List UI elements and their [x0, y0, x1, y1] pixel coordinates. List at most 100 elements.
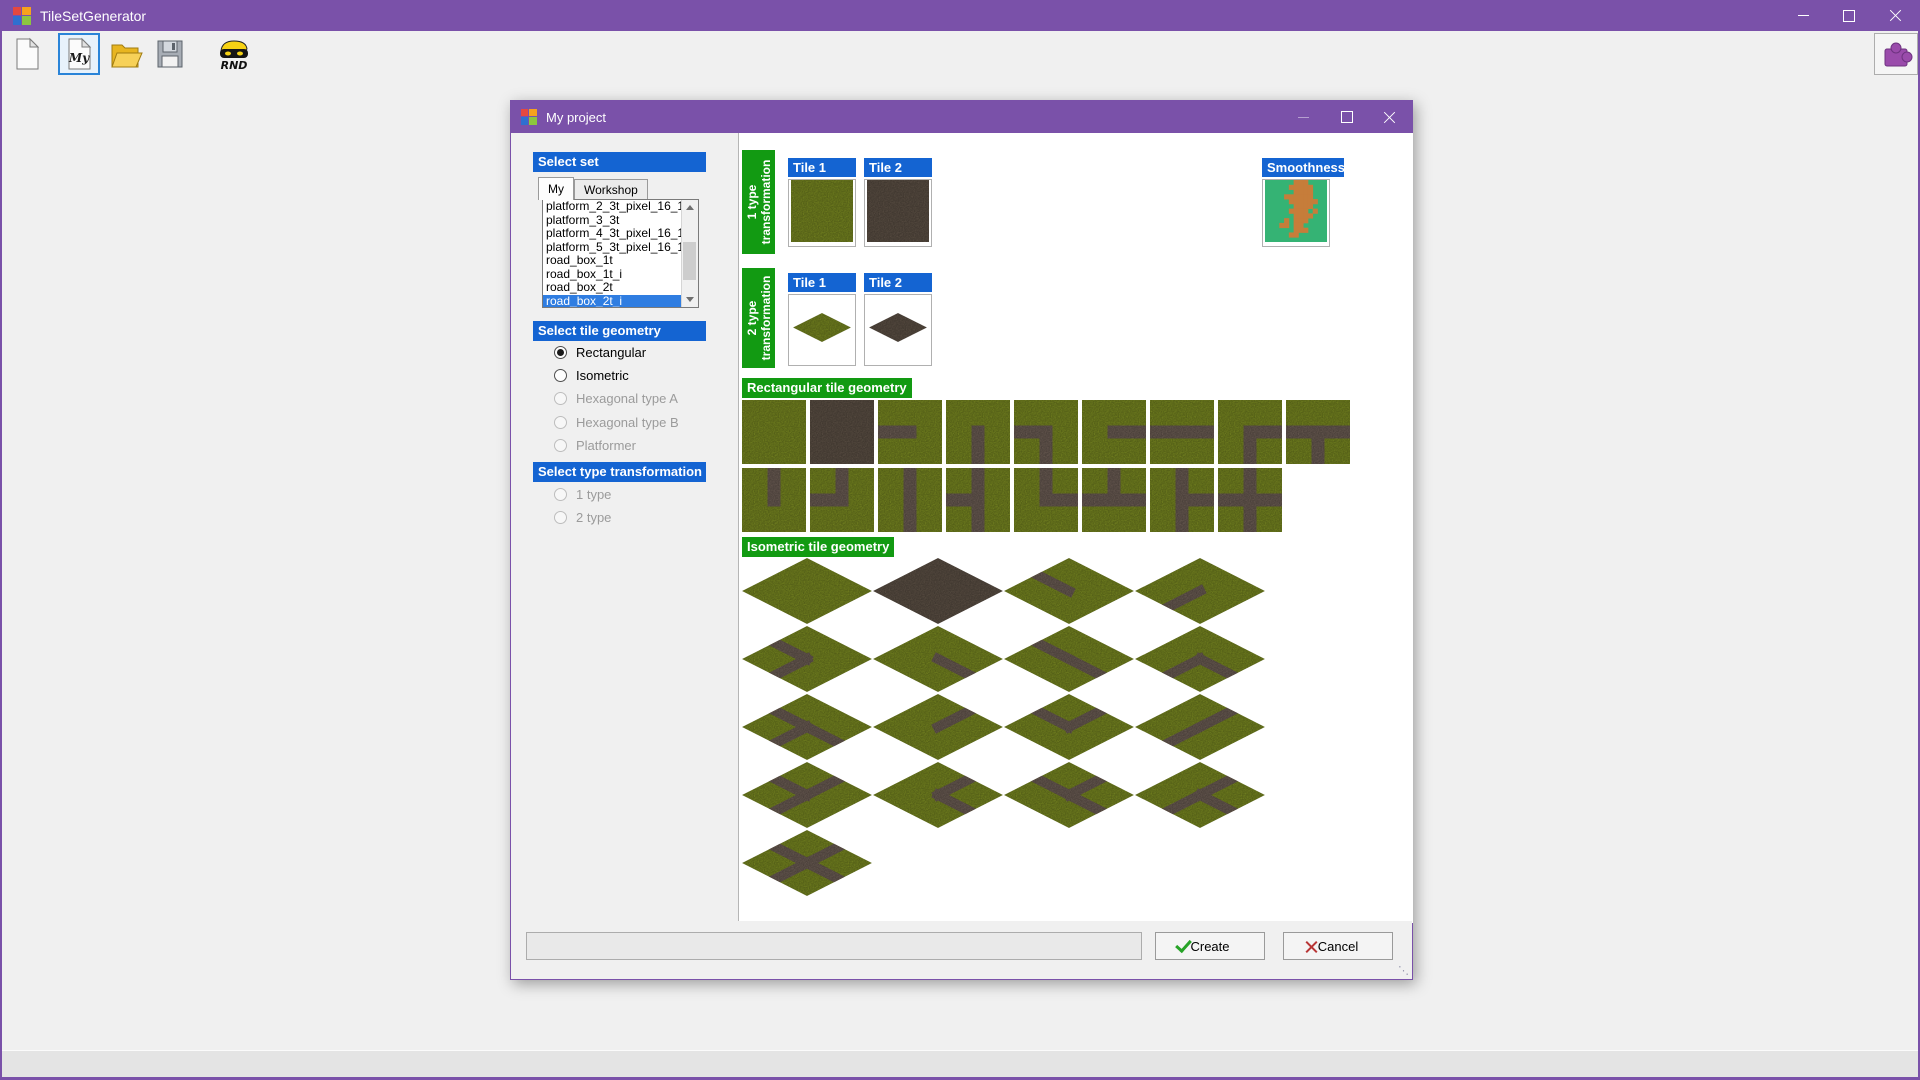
list-item[interactable]: road_box_2t_i: [543, 294, 682, 307]
iso-tile-TLR: [1004, 762, 1134, 828]
iso-tile-row: [742, 830, 1265, 896]
save-button[interactable]: [149, 33, 191, 75]
set-tabs: My Workshop: [538, 177, 648, 200]
iso-tile2-header: Tile 2: [864, 273, 932, 292]
radio-circle-icon: [554, 391, 567, 405]
select-transformation-header: Select type transformation: [533, 462, 706, 482]
strip-line: 2 type: [744, 300, 759, 336]
window-controls: [1780, 0, 1918, 31]
check-icon: [1175, 935, 1192, 954]
list-item[interactable]: road_box_2t: [546, 280, 613, 294]
radio-circle-icon: [554, 415, 567, 429]
rect-tile-grass: [742, 400, 806, 464]
rect-tile-T: [742, 454, 806, 532]
resize-grip[interactable]: ⋱: [1398, 965, 1409, 977]
dialog-footer: Create Cancel ⋱: [511, 921, 1412, 979]
maximize-icon: [1843, 9, 1855, 22]
iso-tile-L: [1004, 558, 1134, 624]
list-item[interactable]: platform_5_3t_pixel_16_1: [546, 239, 682, 254]
iso-tile-TBR: [1135, 762, 1265, 828]
tile1-header: Tile 1: [788, 158, 856, 177]
tab-workshop[interactable]: Workshop: [574, 179, 648, 200]
svg-text:RND: RND: [221, 59, 248, 72]
list-item[interactable]: platform_4_3t_pixel_16_1: [546, 226, 682, 240]
radio-label: Isometric: [576, 367, 629, 383]
radio-isometric[interactable]: Isometric: [554, 364, 629, 386]
list-item[interactable]: platform_3_3t: [546, 212, 620, 227]
radio-rectangular[interactable]: Rectangular: [554, 341, 646, 363]
iso-tile-grass: [742, 558, 872, 624]
dialog-minimize-button: [1282, 101, 1325, 133]
dialog-title: My project: [546, 109, 606, 125]
iso-geometry-header: Isometric tile geometry: [742, 537, 895, 557]
create-button[interactable]: Create: [1155, 932, 1265, 960]
rect-tile-R: [1082, 400, 1160, 464]
minimize-icon: [1298, 116, 1309, 118]
dialog-titlebar[interactable]: My project: [511, 101, 1412, 133]
cancel-label: Cancel: [1317, 938, 1359, 954]
scroll-up-arrow[interactable]: [682, 200, 698, 215]
rect-tile-LR: [1136, 400, 1228, 464]
arrow-up-icon: [686, 205, 694, 210]
iso-tile-LRB: [742, 694, 872, 760]
dialog-maximize-button[interactable]: [1325, 101, 1368, 133]
radio-hexagonal-type-b: Hexagonal type B: [554, 411, 679, 433]
iso-tile-RB: [1135, 626, 1265, 692]
open-folder-button[interactable]: [104, 33, 146, 75]
app-puzzle-icon: [13, 6, 31, 25]
random-bandit-icon: RND: [220, 40, 248, 72]
iso-tile-dirt: [873, 558, 1003, 624]
app-title: TileSetGenerator: [40, 7, 147, 24]
tile1-preview: [788, 179, 856, 247]
minimize-button[interactable]: [1780, 0, 1826, 31]
dialog-close-button[interactable]: [1368, 101, 1411, 133]
iso-tile-row: [742, 694, 1265, 760]
close-icon: [1889, 9, 1902, 22]
radio-hexagonal-type-a: Hexagonal type A: [554, 387, 678, 409]
app-titlebar: TileSetGenerator: [2, 0, 1918, 31]
set-name-input[interactable]: [526, 932, 1142, 960]
radio-label: 1 type: [576, 486, 612, 502]
set-listbox[interactable]: platform_2_3t_pixel_16_1 platform_3_3t pla…: [542, 199, 699, 308]
radio-circle-icon: [554, 487, 567, 501]
rect-tile-L: [864, 400, 942, 464]
iso-tile1-preview: [788, 294, 856, 366]
rect-tile-TB: [878, 454, 942, 546]
list-item[interactable]: platform_2_3t_pixel_16_1: [546, 200, 682, 213]
rect-tile-grid: [742, 400, 1364, 546]
scroll-down-arrow[interactable]: [682, 292, 698, 307]
radio-label: 2 type: [576, 509, 612, 525]
cancel-button[interactable]: Cancel: [1283, 932, 1393, 960]
close-icon: [1383, 111, 1396, 124]
maximize-button[interactable]: [1826, 0, 1872, 31]
dialog-body: Select set My Workshop platform_2_3t_pixe…: [511, 133, 1413, 979]
random-set-button[interactable]: RND: [213, 33, 255, 75]
iso-tile-R: [873, 626, 1003, 692]
list-item[interactable]: road_box_1t_i: [546, 266, 623, 281]
radio-circle-icon[interactable]: [554, 368, 567, 382]
radio-label: Hexagonal type B: [576, 414, 679, 430]
radio-label: Hexagonal type A: [576, 390, 678, 406]
listbox-scrollbar[interactable]: [681, 200, 698, 307]
list-item[interactable]: road_box_1t: [546, 253, 613, 267]
my-project-file-button[interactable]: My: [58, 33, 100, 75]
puzzle-plugin-button[interactable]: [1874, 33, 1918, 75]
two-type-transformation-label: 2 type transformation: [742, 268, 775, 368]
save-floppy-icon: [157, 40, 183, 68]
close-button[interactable]: [1872, 0, 1918, 31]
iso-tile1-header: Tile 1: [788, 273, 856, 292]
rect-tile-TL: [796, 454, 874, 532]
rect-tile-TBLR: [1204, 454, 1296, 546]
radio-circle-icon: [554, 438, 567, 452]
arrow-down-icon: [686, 297, 694, 302]
preview-panel: 1 type transformation Tile 1 Tile 2 Smoo…: [738, 133, 1413, 923]
dialog-controls: [1282, 101, 1411, 133]
iso-tile-row: [742, 558, 1265, 624]
iso-tile-TB: [1135, 694, 1265, 760]
scrollbar-thumb[interactable]: [683, 242, 696, 280]
new-file-button[interactable]: [6, 33, 48, 75]
maximize-icon: [1340, 111, 1353, 123]
tab-my[interactable]: My: [538, 177, 574, 200]
x-icon: [1305, 940, 1318, 953]
radio-circle-icon[interactable]: [554, 345, 567, 359]
